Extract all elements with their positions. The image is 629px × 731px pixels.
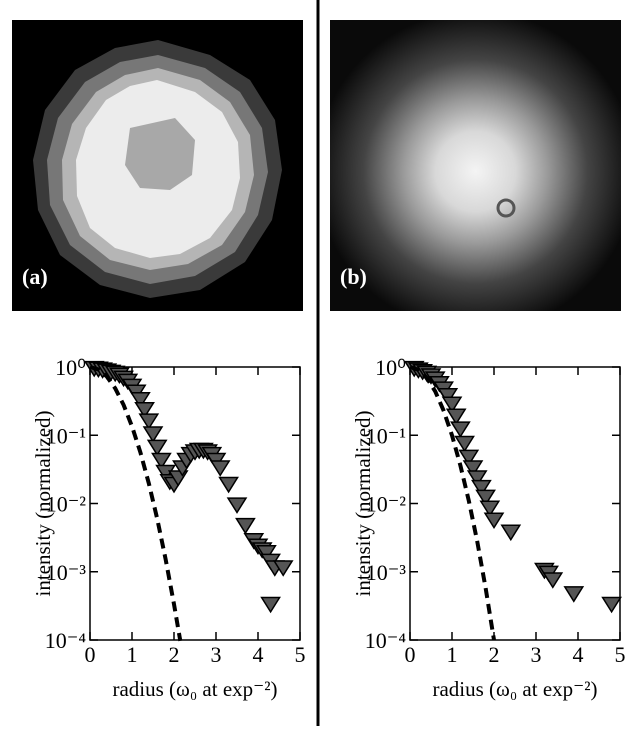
x-tick-label: 4 <box>573 642 584 667</box>
x-tick-label: 4 <box>253 642 264 667</box>
y-tick-label: 10⁻³ <box>46 560 87 585</box>
data-point <box>475 489 496 507</box>
fit-line <box>89 365 183 642</box>
beam-image-b <box>330 20 621 311</box>
y-axis-label: intensity (normalized) <box>351 410 375 596</box>
y-tick-label: 10⁻¹ <box>46 423 86 448</box>
beam-image-a <box>12 20 303 311</box>
x-tick-label: 0 <box>85 642 96 667</box>
y-axis-label: intensity (normalized) <box>31 410 55 596</box>
data-point <box>542 572 564 589</box>
x-tick-label: 2 <box>489 642 500 667</box>
x-tick-label: 1 <box>127 642 138 667</box>
plot: 0 1 2 3 4 5 10⁰ 10⁻¹ 10⁻² 10⁻³ 10⁻⁴ radius (ω₀ at e… <box>351 355 626 701</box>
x-axis-label: radius (ω₀ at exp⁻²) <box>432 677 597 701</box>
y-tick-label: 10⁻⁴ <box>45 628 87 653</box>
data-point <box>466 470 488 487</box>
data-point <box>209 460 231 477</box>
y-tick-label: 10⁻⁴ <box>365 628 407 653</box>
data-point <box>450 421 471 438</box>
x-tick-label: 2 <box>169 642 180 667</box>
data-point <box>458 449 480 467</box>
plot: 0 1 2 3 4 5 10⁰ 10⁻¹ 10⁻² 10⁻³ 10⁻⁴ radius (ω₀ at e… <box>31 355 306 701</box>
data-point <box>256 545 277 562</box>
x-tick-label: 5 <box>295 642 306 667</box>
data-point <box>500 524 522 542</box>
x-tick-label: 5 <box>615 642 626 667</box>
data-point <box>146 439 168 457</box>
data-point <box>563 586 585 603</box>
data-point <box>601 596 622 614</box>
data-point <box>226 497 248 514</box>
data-point <box>272 560 294 577</box>
x-axis-label: radius (ω₀ at exp⁻²) <box>112 677 277 701</box>
data-point <box>437 388 459 405</box>
data-point <box>130 391 151 409</box>
y-tick-label: 10⁰ <box>375 355 406 380</box>
data-point <box>260 596 281 614</box>
x-tick-label: 0 <box>405 642 416 667</box>
x-tick-label: 3 <box>211 642 222 667</box>
y-tick-label: 10⁻³ <box>366 560 407 585</box>
data-point <box>218 476 239 494</box>
data-point <box>454 435 475 453</box>
y-tick-label: 10⁻² <box>366 492 407 517</box>
data-point <box>134 401 155 419</box>
data-point <box>471 479 492 497</box>
data-point <box>142 426 164 443</box>
y-tick-label: 10⁻² <box>46 492 87 517</box>
data-point <box>441 396 463 414</box>
data-point <box>151 452 172 470</box>
x-tick-label: 3 <box>531 642 542 667</box>
panel-label: (a) <box>22 264 48 289</box>
data-point <box>483 512 505 530</box>
panel-label: (b) <box>340 264 367 289</box>
fit-line <box>409 365 496 641</box>
y-tick-label: 10⁻¹ <box>366 423 406 448</box>
data-point <box>235 517 256 535</box>
data-point <box>479 500 501 518</box>
x-tick-label: 1 <box>447 642 458 667</box>
data-point <box>445 408 467 426</box>
data-point <box>462 460 484 477</box>
y-tick-label: 10⁰ <box>55 355 86 380</box>
data-point <box>138 413 160 430</box>
